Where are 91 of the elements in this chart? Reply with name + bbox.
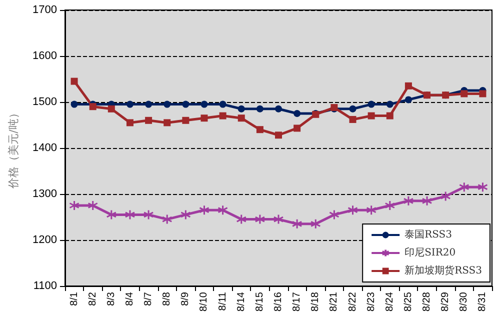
point (328, 209, 340, 220)
point (384, 200, 396, 211)
x-tick-label: 8/31 (477, 292, 488, 312)
legend-label: 印尼SIR20 (404, 246, 456, 258)
point (70, 78, 78, 85)
x-tick-label: 8/18 (310, 292, 322, 312)
point (403, 196, 414, 206)
x-tick-label: 8/22 (347, 292, 358, 312)
point (294, 110, 301, 117)
legend-label: 泰国RSS3 (404, 230, 452, 240)
point (198, 204, 210, 216)
point (126, 119, 134, 126)
point (219, 100, 226, 108)
point (89, 103, 96, 110)
point (386, 112, 394, 120)
point (254, 214, 266, 225)
x-tick-label: 8/14 (236, 292, 247, 312)
point (69, 200, 80, 211)
point (106, 209, 117, 220)
x-tick-label: 8/4 (124, 292, 136, 306)
x-tick-label: 8/2 (87, 292, 98, 306)
point (238, 114, 245, 122)
point (477, 182, 488, 192)
point (126, 100, 134, 108)
x-tick-label: 8/7 (143, 292, 154, 306)
point (200, 114, 208, 122)
y-axis-title: 价格（美元/吨） (7, 108, 20, 190)
point (164, 100, 171, 108)
point (348, 204, 358, 216)
point (273, 214, 284, 225)
point (238, 105, 245, 112)
point (275, 105, 282, 112)
point (349, 105, 356, 112)
point (368, 112, 375, 120)
point (275, 132, 282, 139)
point (145, 116, 152, 124)
x-tick-label: 8/28 (422, 292, 433, 312)
point (294, 124, 301, 132)
point (124, 209, 136, 220)
x-tick-label: 8/11 (217, 292, 228, 311)
point (368, 100, 375, 108)
x-tick-label: 8/21 (328, 292, 340, 312)
y-tick-label: 1200 (32, 234, 57, 246)
point (479, 90, 486, 98)
point (108, 105, 115, 112)
x-tick-label: 8/10 (198, 292, 210, 312)
point (366, 204, 377, 216)
point (143, 209, 154, 220)
y-tick-label: 1500 (32, 96, 57, 108)
point (460, 90, 468, 98)
point (404, 96, 412, 104)
x-tick-label: 8/24 (384, 292, 396, 312)
x-tick-label: 8/25 (402, 292, 414, 312)
point (256, 126, 264, 134)
point (256, 105, 264, 112)
point (219, 112, 226, 120)
y-tick-label: 1400 (32, 142, 57, 154)
y-tick-label: 1300 (32, 188, 57, 200)
point (404, 82, 412, 90)
x-tick-label: 8/8 (162, 292, 173, 306)
point (182, 116, 190, 124)
x-tick-label: 8/29 (440, 292, 452, 312)
point (88, 200, 98, 211)
y-tick-label: 1700 (32, 4, 57, 16)
point (440, 191, 451, 202)
x-tick-label: 8/9 (180, 292, 192, 306)
point (162, 214, 172, 225)
point (458, 182, 470, 192)
point (70, 100, 78, 108)
point (236, 214, 247, 225)
point (386, 100, 394, 108)
point (200, 100, 208, 108)
x-tick-label: 8/30 (458, 292, 470, 312)
point (310, 218, 321, 230)
x-tick-label: 8/15 (254, 292, 266, 312)
y-tick-label: 1600 (32, 50, 57, 62)
x-tick-label: 8/1 (68, 292, 80, 306)
point (349, 116, 356, 123)
point (164, 119, 171, 126)
x-tick-label: 8/16 (273, 292, 284, 312)
point (292, 218, 302, 230)
x-tick-label: 8/17 (292, 292, 303, 312)
x-tick-label: 8/3 (106, 292, 117, 306)
point (180, 209, 191, 220)
x-tick-label: 8/23 (366, 292, 377, 312)
y-tick-label: 1100 (33, 280, 57, 292)
point (145, 100, 152, 108)
point (218, 204, 228, 216)
point (182, 100, 190, 108)
point (422, 196, 432, 206)
legend-label: 新加坡期货RSS3 (404, 264, 482, 276)
